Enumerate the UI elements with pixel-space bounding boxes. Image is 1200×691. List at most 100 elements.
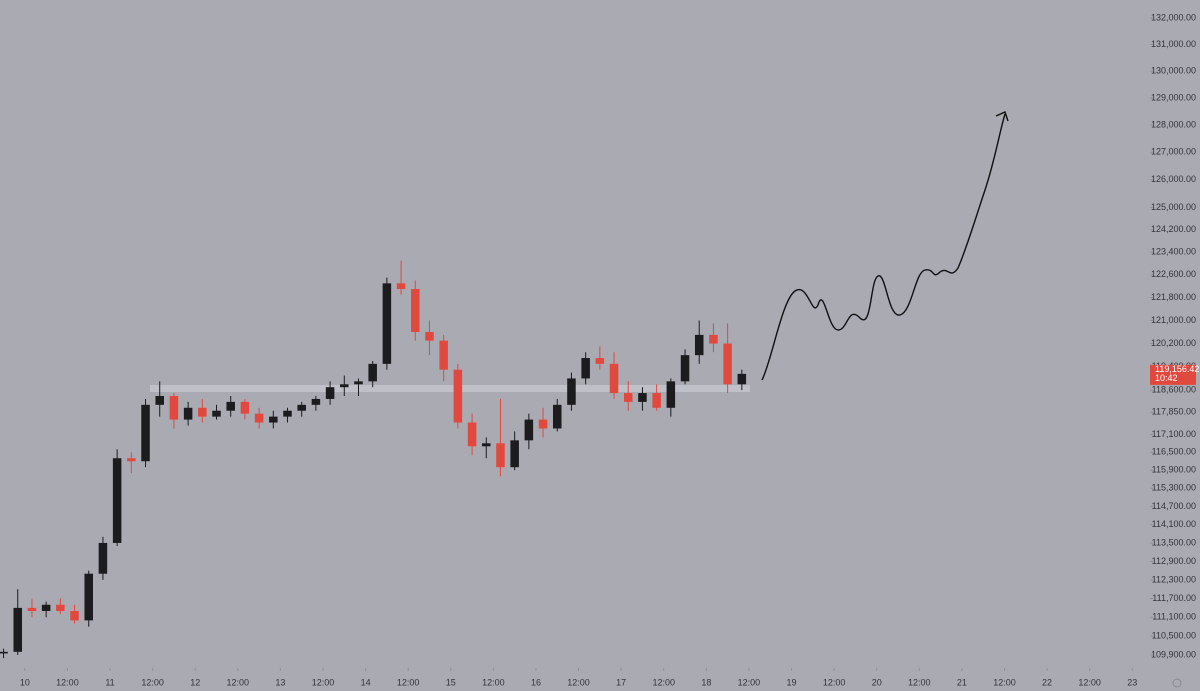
x-tick-label: 14 <box>361 677 371 687</box>
y-tick-label: 115,300.00 <box>1152 483 1196 493</box>
y-tick-label: 126,000.00 <box>1151 174 1196 184</box>
x-tick-label: 10 <box>20 677 30 687</box>
y-tick-label: 117,100.00 <box>1152 429 1196 439</box>
candle-body <box>382 283 392 364</box>
y-tick-label: 111,100.00 <box>1152 612 1196 622</box>
candle-body <box>638 393 647 402</box>
x-tick-label: 12:00 <box>227 677 250 687</box>
candle-body <box>84 573 93 621</box>
x-tick-label: 12:00 <box>482 677 505 687</box>
x-tick-label: 23 <box>1127 677 1137 687</box>
projection-arrowhead <box>995 111 1009 122</box>
candle-body <box>652 393 661 408</box>
zone-highlight <box>150 385 750 392</box>
candle-body <box>269 416 278 423</box>
candle-body <box>524 419 534 441</box>
x-tick-label: 12:00 <box>1078 677 1101 687</box>
x-tick-label: 16 <box>531 677 541 687</box>
candle-body <box>567 378 576 405</box>
candle-body <box>141 404 150 462</box>
projection-drawing <box>761 113 1006 381</box>
candle-body <box>41 604 51 611</box>
candle-body <box>496 443 505 468</box>
candle-body <box>13 607 23 652</box>
y-tick-label: 123,400.00 <box>1151 247 1196 257</box>
y-tick-label: 125,000.00 <box>1151 202 1196 212</box>
y-tick-label: 130,000.00 <box>1151 65 1196 75</box>
y-tick-label: 110,500.00 <box>1152 630 1196 640</box>
candle-body <box>482 443 491 447</box>
candle-body <box>595 358 605 364</box>
x-tick-label: 19 <box>787 677 797 687</box>
candle-body <box>709 334 718 344</box>
candle-body <box>694 334 704 356</box>
candle-body <box>311 398 321 405</box>
y-tick-label: 124,200.00 <box>1151 224 1196 234</box>
y-tick-label: 115,900.00 <box>1152 465 1196 475</box>
candle-body <box>411 289 420 333</box>
candle-body <box>240 401 250 414</box>
candle-body <box>0 651 8 654</box>
candle-body <box>169 396 179 420</box>
candle-body <box>98 542 108 574</box>
candle-body <box>552 404 562 429</box>
candle-body <box>354 381 363 385</box>
x-tick-label: 15 <box>446 677 456 687</box>
y-tick-label: 112,300.00 <box>1152 574 1196 584</box>
x-tick-label: 20 <box>872 677 882 687</box>
x-tick-label: 17 <box>616 677 626 687</box>
y-tick-label: 127,000.00 <box>1151 147 1196 157</box>
candle-body <box>325 387 335 399</box>
x-tick-label: 12:00 <box>56 677 79 687</box>
price-tag: 119,156.42 10:42 <box>1150 364 1199 385</box>
x-tick-label: 22 <box>1042 677 1052 687</box>
candle-body <box>538 419 548 429</box>
y-tick-label: 132,000.00 <box>1151 12 1196 22</box>
x-tick-label: 13 <box>275 677 285 687</box>
x-tick-label: 18 <box>701 677 711 687</box>
candle-body <box>127 458 136 462</box>
candle-body <box>198 407 207 417</box>
y-tick-label: 131,000.00 <box>1151 39 1196 49</box>
candle-body <box>737 373 747 385</box>
y-tick-label: 122,600.00 <box>1151 269 1196 279</box>
y-tick-label: 129,000.00 <box>1151 92 1196 102</box>
x-tick-label: 12:00 <box>312 677 335 687</box>
candle-body <box>368 363 377 382</box>
x-tick-label: 12:00 <box>141 677 164 687</box>
candle-body <box>340 384 349 388</box>
y-tick-label: 117,850.00 <box>1152 407 1196 417</box>
candle-body <box>396 283 406 290</box>
y-tick-label: 109,900.00 <box>1151 649 1196 659</box>
last-price: 119,156.42 <box>1155 364 1199 374</box>
candle-body <box>623 393 633 402</box>
y-tick-label: 113,500.00 <box>1152 537 1196 547</box>
candle-body <box>56 604 65 611</box>
candle-body <box>27 607 37 611</box>
candle-body <box>254 413 264 423</box>
y-tick-label: 121,000.00 <box>1151 315 1196 325</box>
x-tick-label: 12:00 <box>567 677 590 687</box>
price-tag-bg <box>1150 364 1196 385</box>
candle-body <box>70 610 79 621</box>
x-tick-label: 12:00 <box>908 677 931 687</box>
y-tick-label: 121,800.00 <box>1151 292 1196 302</box>
x-tick-label: 12:00 <box>823 677 846 687</box>
y-tick-label: 118,600.00 <box>1152 385 1196 395</box>
watermark-icon <box>1172 678 1182 688</box>
candle-body <box>226 401 235 411</box>
candle-body <box>283 410 292 417</box>
x-tick-label: 12:00 <box>738 677 761 687</box>
candle-body <box>112 458 122 543</box>
candle-body <box>723 343 732 385</box>
y-tick-label: 112,900.00 <box>1152 556 1196 566</box>
candle-body <box>680 355 690 382</box>
x-tick-label: 11 <box>105 677 114 687</box>
x-tick-label: 12 <box>190 677 200 687</box>
y-tick-label: 114,100.00 <box>1152 519 1196 529</box>
candle-body <box>467 422 477 447</box>
candle-body <box>439 340 448 370</box>
y-tick-label: 116,500.00 <box>1152 447 1196 457</box>
